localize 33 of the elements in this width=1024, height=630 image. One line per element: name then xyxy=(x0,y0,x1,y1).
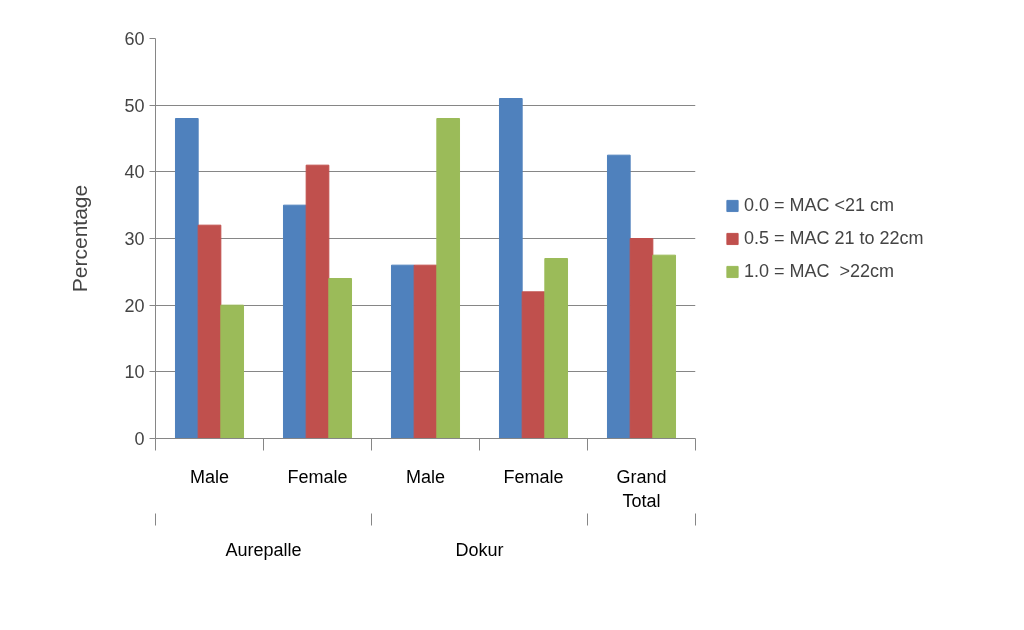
bar xyxy=(390,264,415,439)
bar xyxy=(328,278,353,439)
text: Dokur xyxy=(455,539,504,560)
y-tick-label: 0 xyxy=(134,429,145,449)
x-tick-label: Male xyxy=(405,466,446,487)
bar xyxy=(305,164,330,439)
legend-label: 1.0 = MAC >22cm xyxy=(744,260,895,282)
y-tick-label: 10 xyxy=(124,362,145,383)
bar xyxy=(413,264,438,439)
y-axis-title: Percentage xyxy=(68,184,92,293)
x-tick-label: Female xyxy=(287,466,348,487)
bar xyxy=(498,98,523,439)
bar xyxy=(436,118,461,439)
bar xyxy=(652,254,677,439)
y-tick-label: 20 xyxy=(124,295,145,316)
bar xyxy=(220,304,245,439)
bar xyxy=(282,204,307,439)
legend-label: 0.0 = MAC <21 cm xyxy=(744,194,895,216)
x-tick-label: Female xyxy=(503,466,564,487)
bar xyxy=(544,258,569,439)
text: Aurepalle xyxy=(225,539,302,560)
x-tick-label: Grand Total xyxy=(616,466,667,511)
bar xyxy=(521,291,546,439)
y-tick-label: 40 xyxy=(124,162,145,183)
bar xyxy=(174,118,199,439)
legend-label: 0.5 = MAC 21 to 22cm xyxy=(744,227,924,249)
bar xyxy=(606,154,631,439)
y-tick-label: 50 xyxy=(124,95,145,116)
y-tick-label: 60 xyxy=(124,29,145,49)
x-tick-label: Male xyxy=(189,466,230,487)
bar xyxy=(629,238,654,439)
y-tick-label: 30 xyxy=(124,229,145,249)
bar xyxy=(197,224,222,439)
